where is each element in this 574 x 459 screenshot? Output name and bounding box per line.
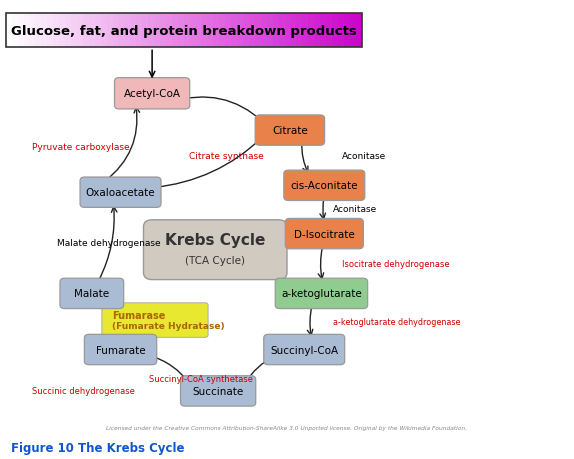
Text: cis-Aconitate: cis-Aconitate: [290, 181, 358, 191]
Bar: [160, 14, 166, 48]
Bar: [118, 14, 125, 48]
Text: Licensed under the Creative Commons Attribution-ShareAlike 3.0 Unported license.: Licensed under the Creative Commons Attr…: [107, 425, 467, 430]
Text: (TCA Cycle): (TCA Cycle): [185, 255, 245, 265]
FancyBboxPatch shape: [180, 376, 256, 406]
Bar: [166, 14, 172, 48]
Bar: [36, 14, 41, 48]
Bar: [231, 14, 237, 48]
Bar: [267, 14, 273, 48]
Bar: [196, 14, 201, 48]
Bar: [53, 14, 59, 48]
Bar: [237, 14, 243, 48]
Text: Succinyl-CoA synthetase: Succinyl-CoA synthetase: [149, 374, 253, 383]
Bar: [278, 14, 285, 48]
Bar: [113, 14, 118, 48]
Text: Glucose, fat, and protein breakdown products: Glucose, fat, and protein breakdown prod…: [11, 24, 356, 38]
Bar: [6, 14, 11, 48]
FancyBboxPatch shape: [60, 279, 124, 309]
Bar: [332, 14, 338, 48]
Bar: [24, 14, 29, 48]
Text: a-ketoglutarate: a-ketoglutarate: [281, 289, 362, 299]
Bar: [71, 14, 77, 48]
FancyBboxPatch shape: [255, 116, 325, 146]
Bar: [107, 14, 113, 48]
Bar: [261, 14, 267, 48]
Bar: [59, 14, 65, 48]
Text: Malate dehydrogenase: Malate dehydrogenase: [57, 239, 161, 248]
Bar: [65, 14, 71, 48]
Text: Pyruvate carboxylase: Pyruvate carboxylase: [32, 142, 129, 151]
Bar: [41, 14, 47, 48]
Bar: [83, 14, 89, 48]
Bar: [172, 14, 178, 48]
Bar: [214, 14, 219, 48]
Bar: [178, 14, 184, 48]
FancyBboxPatch shape: [102, 303, 208, 338]
Text: Krebs Cycle: Krebs Cycle: [165, 233, 265, 247]
Text: Fumarase: Fumarase: [112, 311, 165, 321]
Bar: [326, 14, 332, 48]
Text: Fumarate: Fumarate: [96, 345, 145, 355]
Bar: [130, 14, 136, 48]
Bar: [285, 14, 290, 48]
FancyBboxPatch shape: [276, 279, 368, 309]
Text: Figure 10 The Krebs Cycle: Figure 10 The Krebs Cycle: [11, 441, 185, 454]
Text: Succinyl-CoA: Succinyl-CoA: [270, 345, 338, 355]
Bar: [255, 14, 261, 48]
Text: Citrate synthase: Citrate synthase: [189, 151, 264, 161]
Text: Malate: Malate: [74, 289, 110, 299]
FancyBboxPatch shape: [115, 78, 189, 110]
Bar: [296, 14, 302, 48]
Bar: [29, 14, 36, 48]
Text: Oxaloacetate: Oxaloacetate: [86, 188, 156, 198]
Bar: [184, 14, 189, 48]
Bar: [344, 14, 350, 48]
Text: Succinate: Succinate: [192, 386, 244, 396]
Bar: [302, 14, 308, 48]
Bar: [320, 14, 326, 48]
Bar: [189, 14, 196, 48]
Text: Citrate: Citrate: [272, 126, 308, 136]
Bar: [290, 14, 296, 48]
Bar: [273, 14, 278, 48]
Text: (Fumarate Hydratase): (Fumarate Hydratase): [112, 321, 224, 330]
Bar: [142, 14, 148, 48]
Bar: [125, 14, 130, 48]
Bar: [47, 14, 53, 48]
Bar: [350, 14, 356, 48]
Text: Acetyl-CoA: Acetyl-CoA: [123, 89, 181, 99]
Bar: [148, 14, 154, 48]
Bar: [89, 14, 95, 48]
Text: a-ketoglutarate dehydrogenase: a-ketoglutarate dehydrogenase: [333, 318, 460, 327]
Bar: [18, 14, 24, 48]
Text: Aconitase: Aconitase: [333, 204, 377, 213]
Bar: [207, 14, 214, 48]
Bar: [338, 14, 344, 48]
Bar: [356, 14, 362, 48]
Text: Aconitase: Aconitase: [342, 151, 386, 161]
Bar: [136, 14, 142, 48]
Bar: [308, 14, 314, 48]
FancyBboxPatch shape: [80, 178, 161, 208]
FancyBboxPatch shape: [285, 219, 363, 249]
Text: D-Isocitrate: D-Isocitrate: [294, 229, 355, 239]
FancyBboxPatch shape: [284, 171, 365, 201]
FancyBboxPatch shape: [84, 335, 157, 365]
Bar: [95, 14, 100, 48]
Bar: [219, 14, 225, 48]
FancyBboxPatch shape: [144, 220, 287, 280]
FancyBboxPatch shape: [263, 335, 344, 365]
Bar: [243, 14, 249, 48]
Bar: [100, 14, 107, 48]
Text: Succinic dehydrogenase: Succinic dehydrogenase: [32, 386, 134, 396]
Text: Isocitrate dehydrogenase: Isocitrate dehydrogenase: [342, 259, 449, 269]
Bar: [314, 14, 320, 48]
Bar: [249, 14, 255, 48]
Bar: [11, 14, 18, 48]
Bar: [201, 14, 207, 48]
Bar: [154, 14, 160, 48]
Bar: [77, 14, 83, 48]
Bar: [225, 14, 231, 48]
